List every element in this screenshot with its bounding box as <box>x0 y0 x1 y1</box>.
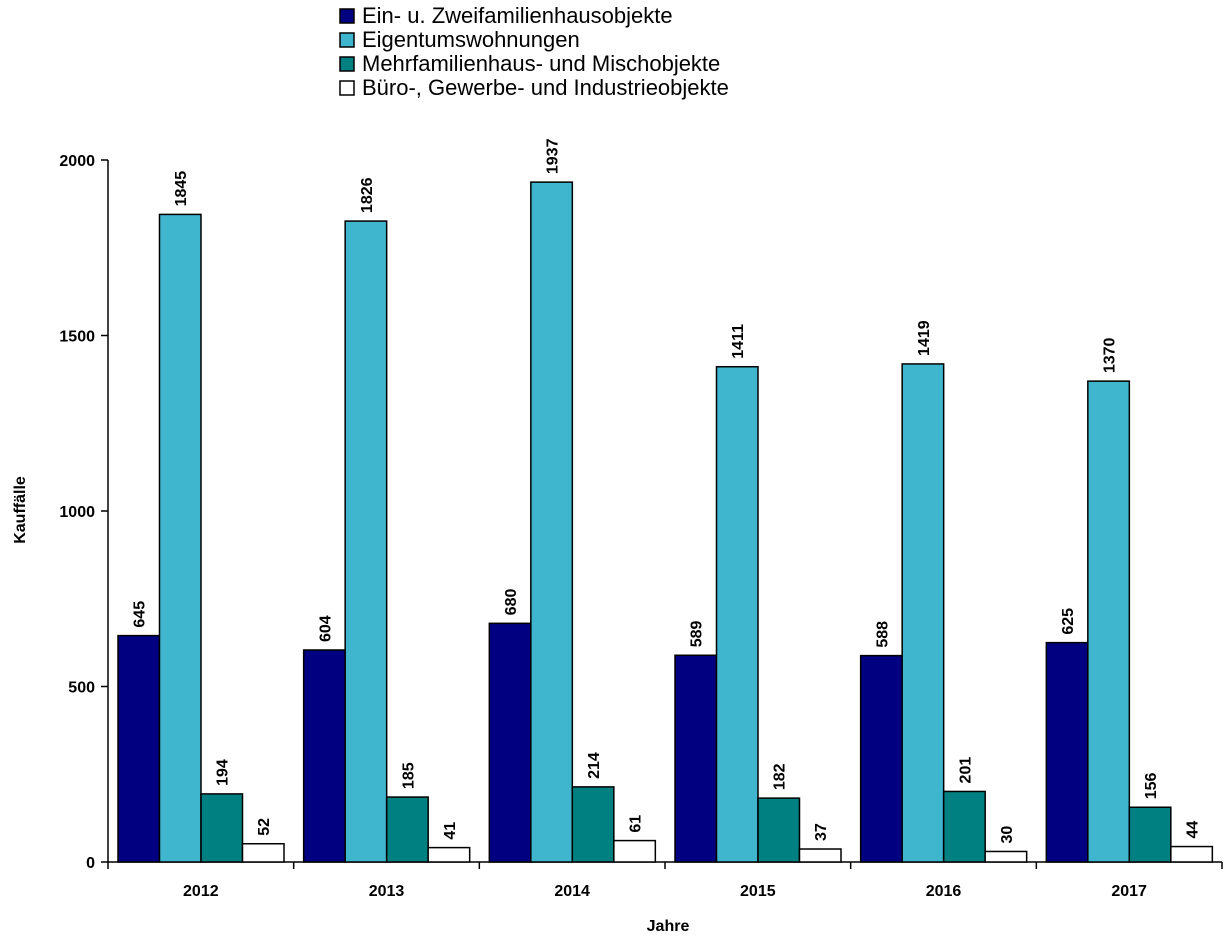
bar-2016-series-2 <box>901 363 945 863</box>
bar-2016-series-1 <box>859 654 903 863</box>
data-label-2017-series-1: 625 <box>1060 608 1077 635</box>
data-label-2015-series-4: 37 <box>813 823 830 841</box>
y-axis-title: Kauffälle <box>12 476 29 544</box>
data-label-2016-series-4: 30 <box>999 826 1016 844</box>
y-tick-label: 0 <box>86 855 95 872</box>
bar-2016-series-3 <box>942 790 986 863</box>
data-label-2012-series-1: 645 <box>132 601 149 628</box>
legend-label-1: Ein- u. Zweifamilienhausobjekte <box>362 3 673 28</box>
bar-2017-series-1 <box>1045 641 1089 863</box>
bar-2014-series-4 <box>613 839 657 863</box>
y-tick-label: 1500 <box>59 329 95 346</box>
bar-2015-series-1 <box>674 654 718 863</box>
data-label-2016-series-2: 1419 <box>916 320 933 356</box>
y-tick-label: 500 <box>68 680 95 697</box>
bar-2012-series-3 <box>200 793 244 863</box>
data-label-2012-series-3: 194 <box>215 759 232 786</box>
data-labels: 645 1845 194 52 604 1826 185 41 680 1937 214 61 589 1… <box>132 138 1202 843</box>
bar-2014-series-1 <box>488 622 532 863</box>
bars <box>117 181 1214 863</box>
bar-2013-series-1 <box>302 649 346 863</box>
bar-2013-series-4 <box>427 846 471 863</box>
bar-2014-series-3 <box>571 786 615 863</box>
bar-2016-series-4 <box>984 850 1028 863</box>
x-tick-label-2014: 2014 <box>554 883 590 900</box>
data-label-2013-series-3: 185 <box>400 762 417 789</box>
legend-swatch-2 <box>339 32 355 48</box>
legend: Ein- u. ZweifamilienhausobjekteEigentums… <box>339 3 729 100</box>
bar-2014-series-2 <box>530 181 574 863</box>
data-label-2015-series-2: 1411 <box>730 324 747 359</box>
data-label-2013-series-4: 41 <box>442 822 459 840</box>
data-label-2012-series-2: 1845 <box>173 171 190 207</box>
legend-swatch-4 <box>339 80 355 96</box>
data-label-2014-series-3: 214 <box>586 752 603 779</box>
data-label-2013-series-2: 1826 <box>359 177 376 213</box>
data-label-2017-series-3: 156 <box>1143 772 1160 799</box>
data-label-2014-series-2: 1937 <box>545 138 562 174</box>
data-label-2013-series-1: 604 <box>317 615 334 642</box>
legend-label-4: Büro-, Gewerbe- und Industrieobjekte <box>362 75 729 100</box>
x-axis: 2012 2013 2014 2015 2016 2017 <box>107 861 1223 900</box>
data-label-2012-series-4: 52 <box>256 818 273 836</box>
x-tick-label-2015: 2015 <box>740 883 776 900</box>
data-label-2015-series-3: 182 <box>772 763 789 790</box>
data-label-2015-series-1: 589 <box>689 620 706 647</box>
data-label-2017-series-4: 44 <box>1185 821 1202 839</box>
x-tick-label-2012: 2012 <box>183 883 219 900</box>
x-axis-title: Jahre <box>647 918 690 935</box>
x-tick-label-2017: 2017 <box>1111 883 1147 900</box>
bar-2017-series-3 <box>1128 806 1172 863</box>
bar-2012-series-4 <box>241 842 285 863</box>
bar-2013-series-2 <box>344 220 388 863</box>
bar-2015-series-3 <box>757 797 801 863</box>
bar-2015-series-2 <box>715 365 759 863</box>
x-tick-label-2016: 2016 <box>926 883 962 900</box>
y-tick-label: 2000 <box>59 153 95 170</box>
bar-2017-series-2 <box>1087 380 1131 863</box>
data-label-2017-series-2: 1370 <box>1102 337 1119 373</box>
data-label-2014-series-1: 680 <box>503 589 520 616</box>
bar-2013-series-3 <box>385 796 429 863</box>
x-tick-label-2013: 2013 <box>369 883 405 900</box>
bar-2015-series-4 <box>798 848 842 863</box>
legend-swatch-1 <box>339 8 355 24</box>
legend-swatch-3 <box>339 56 355 72</box>
data-label-2016-series-1: 588 <box>874 621 891 648</box>
y-tick-label: 1000 <box>59 504 95 521</box>
bar-2017-series-4 <box>1170 845 1214 863</box>
bar-2012-series-1 <box>117 634 161 863</box>
data-label-2016-series-3: 201 <box>957 757 974 784</box>
legend-label-3: Mehrfamilienhaus- und Mischobjekte <box>362 51 720 76</box>
legend-label-2: Eigentumswohnungen <box>362 27 580 52</box>
bar-2012-series-2 <box>158 213 202 863</box>
data-label-2014-series-4: 61 <box>628 815 645 833</box>
y-axis: 0 500 1000 1500 2000 <box>59 153 109 872</box>
